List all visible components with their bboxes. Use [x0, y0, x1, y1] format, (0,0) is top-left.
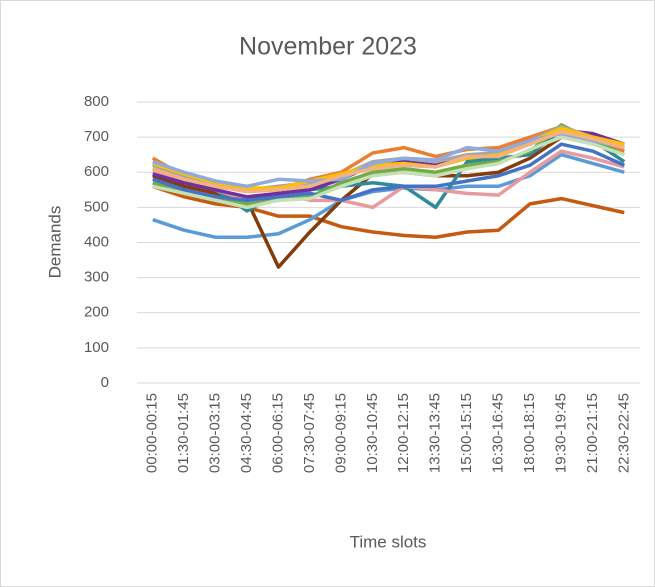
y-tick-label: 800	[84, 93, 109, 110]
x-axis-title: Time slots	[350, 532, 427, 551]
x-tick-label: 12:00-12:15	[395, 393, 412, 473]
chart-title: November 2023	[239, 33, 417, 61]
y-tick-label: 700	[84, 128, 109, 145]
x-tick-label: 13:30-13:45	[427, 393, 444, 473]
y-tick-label: 500	[84, 198, 109, 215]
y-axis-title: Demands	[45, 206, 64, 279]
x-tick-label: 10:30-10:45	[364, 393, 381, 473]
x-tick-label: 01:30-01:45	[175, 393, 192, 473]
y-tick-label: 200	[84, 304, 109, 321]
y-tick-label: 100	[84, 339, 109, 356]
y-tick-label: 0	[101, 374, 109, 391]
x-tick-label: 09:00-09:15	[332, 393, 349, 473]
x-tick-label: 21:00-21:15	[584, 393, 601, 473]
x-tick-label: 00:00-00:15	[144, 393, 161, 473]
series-line	[152, 142, 625, 203]
x-tick-label: 03:00-03:15	[207, 393, 224, 473]
x-tick-label: 07:30-07:45	[301, 393, 318, 473]
series-line	[152, 135, 625, 210]
x-tick-label: 06:00-06:15	[269, 393, 286, 473]
x-tick-label: 18:00-18:15	[521, 393, 538, 473]
x-tick-label: 16:30-16:45	[490, 393, 507, 473]
x-tick-label: 04:30-04:45	[238, 393, 255, 473]
y-tick-label: 400	[84, 233, 109, 250]
y-tick-label: 600	[84, 163, 109, 180]
series-line	[152, 130, 625, 194]
x-tick-label: 15:00-15:15	[458, 393, 475, 473]
x-tick-label: 19:30-19:45	[552, 393, 569, 473]
x-tick-label: 22:30-22:45	[615, 393, 632, 473]
y-tick-label: 300	[84, 269, 109, 286]
